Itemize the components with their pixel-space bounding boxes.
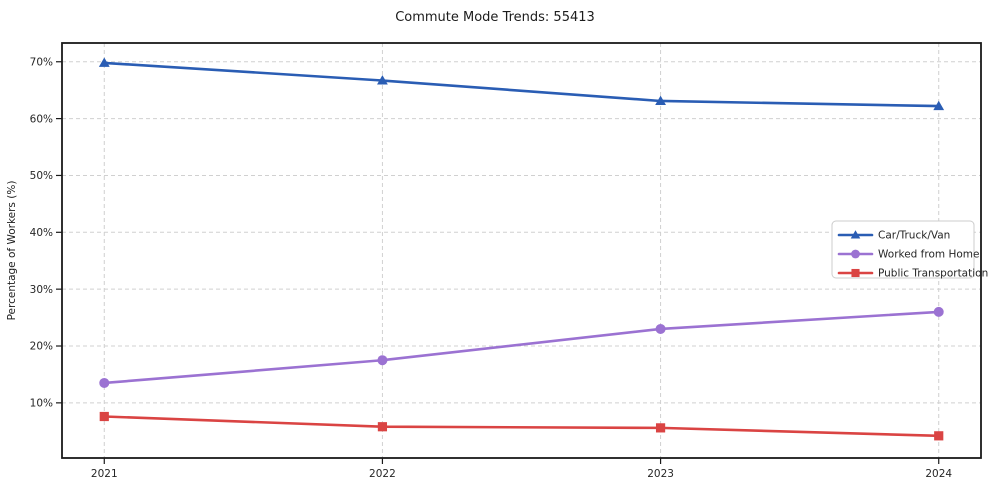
x-tick-label: 2024 [925, 468, 952, 480]
series-car-truck-van [98, 57, 945, 111]
series-line [102, 310, 941, 385]
x-tick-label: 2021 [91, 468, 118, 480]
data-point-marker [850, 230, 861, 239]
data-point-marker [851, 249, 860, 259]
data-point-marker [377, 75, 388, 85]
legend-label: Worked from Home [878, 249, 979, 261]
x-tick-label: 2022 [369, 468, 396, 480]
data-point-marker [99, 411, 109, 422]
y-tick-label: 30% [30, 284, 53, 296]
data-point-marker [655, 423, 666, 433]
legend-label: Car/Truck/Van [878, 230, 950, 242]
series-public-transportation [99, 411, 944, 441]
data-point-marker [377, 355, 388, 366]
series-worked-from-home [99, 306, 944, 388]
y-tick-label: 10% [30, 398, 53, 410]
data-point-marker [933, 100, 945, 111]
legend-label: Public Transportation [878, 268, 988, 280]
y-tick-label: 50% [30, 170, 53, 182]
data-point-marker [933, 306, 944, 317]
y-tick-label: 40% [30, 227, 53, 239]
data-point-marker [98, 57, 110, 67]
series-layer [98, 57, 945, 441]
axes-layer: 10% 20% 30% 40% 50% 60% 70% 2021 2022 2023 2024 [30, 42, 982, 480]
chart-title: Commute Mode Trends: 55413 [395, 10, 595, 25]
legend-item: Worked from Home [837, 249, 979, 261]
plot-border [61, 42, 982, 459]
y-axis-label: Percentage of Workers (%) [6, 181, 18, 321]
series-line [102, 61, 941, 108]
legend-layer: Car/Truck/Van Worked from Home Public Tran… [831, 220, 988, 280]
data-point-marker [934, 431, 944, 441]
gridlines-layer [62, 43, 981, 458]
y-tick-label: 20% [30, 341, 53, 353]
data-point-marker [655, 95, 666, 105]
data-point-marker [99, 377, 110, 388]
y-tick-label: 60% [30, 113, 53, 125]
data-point-marker [377, 422, 388, 432]
series-line [102, 415, 941, 438]
data-point-marker [655, 323, 666, 334]
legend-item: Public Transportation [837, 268, 988, 280]
x-tick-label: 2023 [647, 468, 674, 480]
y-tick-label: 70% [30, 56, 53, 68]
data-point-marker [851, 268, 860, 278]
legend-item: Car/Truck/Van [837, 230, 950, 242]
